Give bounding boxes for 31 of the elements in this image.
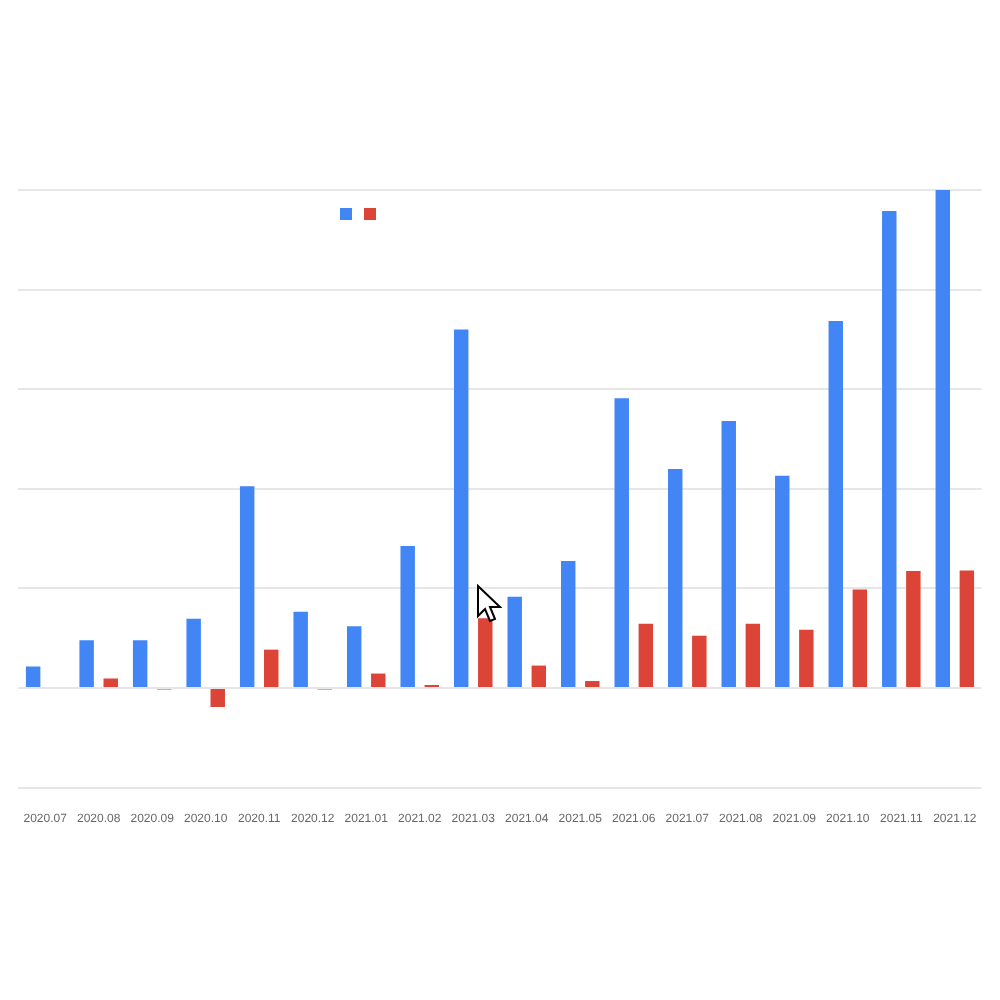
bar bbox=[935, 190, 951, 687]
bar bbox=[775, 475, 790, 687]
bar bbox=[614, 398, 629, 687]
bar bbox=[507, 596, 522, 687]
bar bbox=[852, 589, 868, 687]
bar bbox=[745, 623, 761, 687]
bar bbox=[400, 546, 415, 687]
bar bbox=[293, 611, 308, 687]
bar bbox=[79, 640, 94, 687]
bar bbox=[668, 468, 683, 687]
bar bbox=[692, 635, 707, 687]
bar bbox=[186, 618, 201, 687]
bar bbox=[638, 623, 654, 687]
bar bbox=[959, 570, 975, 687]
bar bbox=[132, 640, 148, 687]
bar bbox=[453, 329, 469, 687]
bar bbox=[906, 570, 921, 687]
bar bbox=[828, 320, 843, 687]
bar bbox=[882, 210, 897, 687]
bar bbox=[371, 673, 386, 687]
bar bbox=[264, 649, 279, 687]
bar bbox=[721, 421, 736, 687]
bar bbox=[103, 678, 118, 687]
bar bbox=[239, 486, 255, 687]
bar bbox=[561, 561, 576, 687]
bar bbox=[25, 666, 41, 687]
bar bbox=[531, 665, 547, 687]
bar bbox=[585, 681, 600, 687]
bar bbox=[346, 626, 362, 687]
bar bbox=[210, 689, 225, 707]
bar bbox=[799, 629, 814, 687]
